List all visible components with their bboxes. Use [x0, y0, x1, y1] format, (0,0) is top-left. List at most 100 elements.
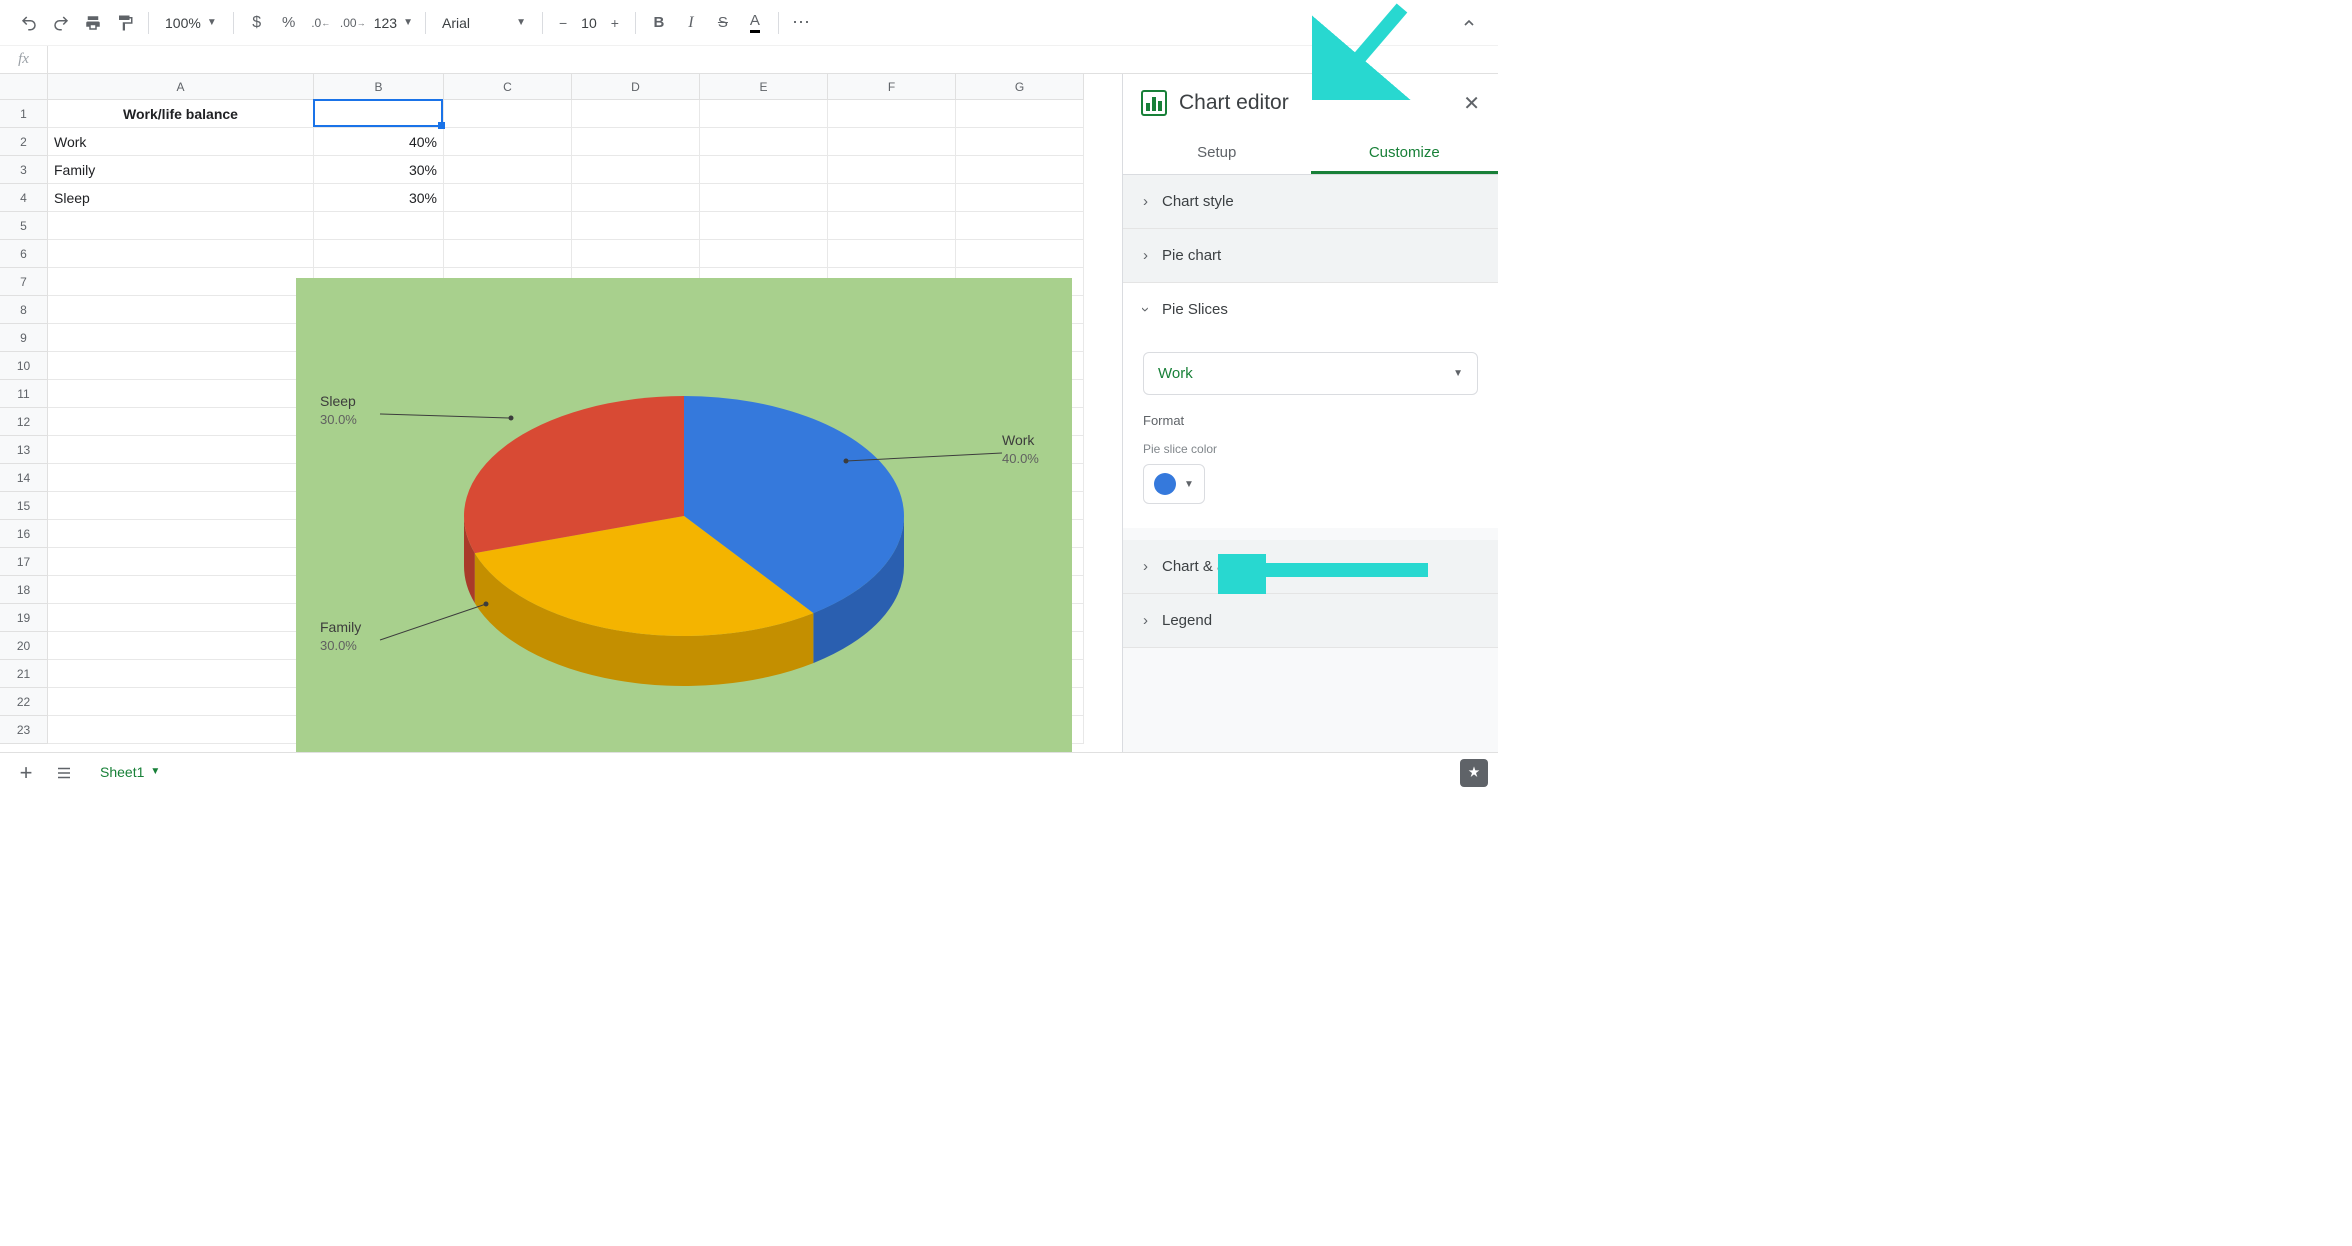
row-header[interactable]: 8 — [0, 296, 48, 324]
column-header[interactable]: G — [956, 74, 1084, 100]
currency-button[interactable]: $ — [242, 8, 272, 38]
sheet-tab[interactable]: Sheet1▼ — [86, 758, 174, 788]
cell[interactable] — [48, 268, 314, 296]
cell[interactable] — [828, 156, 956, 184]
spreadsheet-grid[interactable]: ABCDEFG123456789101112131415161718192021… — [0, 74, 1122, 752]
column-header[interactable]: D — [572, 74, 700, 100]
cell[interactable] — [572, 128, 700, 156]
cell[interactable] — [700, 212, 828, 240]
row-header[interactable]: 14 — [0, 464, 48, 492]
column-header[interactable]: C — [444, 74, 572, 100]
cell[interactable] — [48, 576, 314, 604]
row-header[interactable]: 20 — [0, 632, 48, 660]
cell[interactable] — [956, 212, 1084, 240]
section-pie-slices[interactable]: ›Pie Slices — [1123, 283, 1498, 336]
cell[interactable] — [314, 212, 444, 240]
cell[interactable] — [314, 100, 444, 128]
cell[interactable] — [956, 184, 1084, 212]
cell[interactable] — [700, 184, 828, 212]
cell[interactable] — [48, 492, 314, 520]
cell[interactable] — [700, 128, 828, 156]
strikethrough-button[interactable]: S — [708, 8, 738, 38]
formula-input[interactable] — [48, 46, 1498, 73]
cell[interactable] — [48, 632, 314, 660]
cell[interactable] — [828, 128, 956, 156]
cell[interactable] — [48, 408, 314, 436]
text-color-button[interactable]: A — [740, 8, 770, 38]
cell[interactable] — [48, 240, 314, 268]
cell[interactable] — [700, 240, 828, 268]
cell[interactable] — [572, 156, 700, 184]
slice-selector[interactable]: Work▼ — [1143, 352, 1478, 395]
bold-button[interactable]: B — [644, 8, 674, 38]
row-header[interactable]: 2 — [0, 128, 48, 156]
row-header[interactable]: 6 — [0, 240, 48, 268]
cell[interactable]: Work/life balance — [48, 100, 314, 128]
paint-format-button[interactable] — [110, 8, 140, 38]
decrease-decimal-button[interactable]: .0← — [306, 8, 336, 38]
slice-color-picker[interactable]: ▼ — [1143, 464, 1205, 504]
cell[interactable] — [314, 240, 444, 268]
more-button[interactable]: ⋯ — [787, 8, 817, 38]
row-header[interactable]: 10 — [0, 352, 48, 380]
cell[interactable] — [828, 184, 956, 212]
row-header[interactable]: 12 — [0, 408, 48, 436]
row-header[interactable]: 22 — [0, 688, 48, 716]
cell[interactable] — [48, 520, 314, 548]
row-header[interactable]: 23 — [0, 716, 48, 744]
percent-button[interactable]: % — [274, 8, 304, 38]
tab-setup[interactable]: Setup — [1123, 132, 1311, 174]
italic-button[interactable]: I — [676, 8, 706, 38]
cell[interactable] — [48, 352, 314, 380]
cell[interactable] — [572, 240, 700, 268]
cell[interactable] — [48, 324, 314, 352]
row-header[interactable]: 19 — [0, 604, 48, 632]
cell[interactable] — [956, 156, 1084, 184]
cell[interactable] — [700, 100, 828, 128]
undo-button[interactable] — [14, 8, 44, 38]
zoom-select[interactable]: 100%▼ — [157, 15, 225, 31]
row-header[interactable]: 21 — [0, 660, 48, 688]
column-header[interactable]: E — [700, 74, 828, 100]
cell[interactable]: Work — [48, 128, 314, 156]
font-size-plus[interactable]: + — [611, 15, 619, 31]
section-pie-chart[interactable]: ›Pie chart — [1123, 229, 1498, 282]
cell[interactable] — [444, 240, 572, 268]
cell[interactable] — [48, 212, 314, 240]
cell[interactable]: Family — [48, 156, 314, 184]
section-chart-axis-titles[interactable]: ›Chart & axis titles — [1123, 540, 1498, 593]
explore-button[interactable] — [1460, 759, 1488, 787]
row-header[interactable]: 11 — [0, 380, 48, 408]
font-size-minus[interactable]: − — [559, 15, 567, 31]
cell[interactable] — [956, 128, 1084, 156]
row-header[interactable]: 7 — [0, 268, 48, 296]
row-header[interactable]: 16 — [0, 520, 48, 548]
cell[interactable] — [828, 240, 956, 268]
cell[interactable]: 30% — [314, 156, 444, 184]
font-select[interactable]: Arial▼ — [434, 15, 534, 31]
pie-chart[interactable]: Work40.0%Sleep30.0%Family30.0% — [296, 278, 1072, 752]
row-header[interactable]: 1 — [0, 100, 48, 128]
cell[interactable] — [956, 100, 1084, 128]
cell[interactable] — [48, 716, 314, 744]
row-header[interactable]: 5 — [0, 212, 48, 240]
collapse-toolbar-button[interactable] — [1454, 8, 1484, 38]
cell[interactable] — [444, 128, 572, 156]
format-select[interactable]: 123▼ — [370, 15, 417, 31]
cell[interactable]: 30% — [314, 184, 444, 212]
cell[interactable] — [444, 156, 572, 184]
cell[interactable] — [572, 184, 700, 212]
row-header[interactable]: 15 — [0, 492, 48, 520]
row-header[interactable]: 3 — [0, 156, 48, 184]
cell[interactable] — [700, 156, 828, 184]
cell[interactable] — [48, 380, 314, 408]
cell[interactable] — [48, 548, 314, 576]
increase-decimal-button[interactable]: .00→ — [338, 8, 368, 38]
column-header[interactable]: F — [828, 74, 956, 100]
column-header[interactable]: B — [314, 74, 444, 100]
cell[interactable] — [48, 296, 314, 324]
row-header[interactable]: 17 — [0, 548, 48, 576]
cell[interactable] — [828, 100, 956, 128]
print-button[interactable] — [78, 8, 108, 38]
add-sheet-button[interactable]: + — [10, 757, 42, 789]
